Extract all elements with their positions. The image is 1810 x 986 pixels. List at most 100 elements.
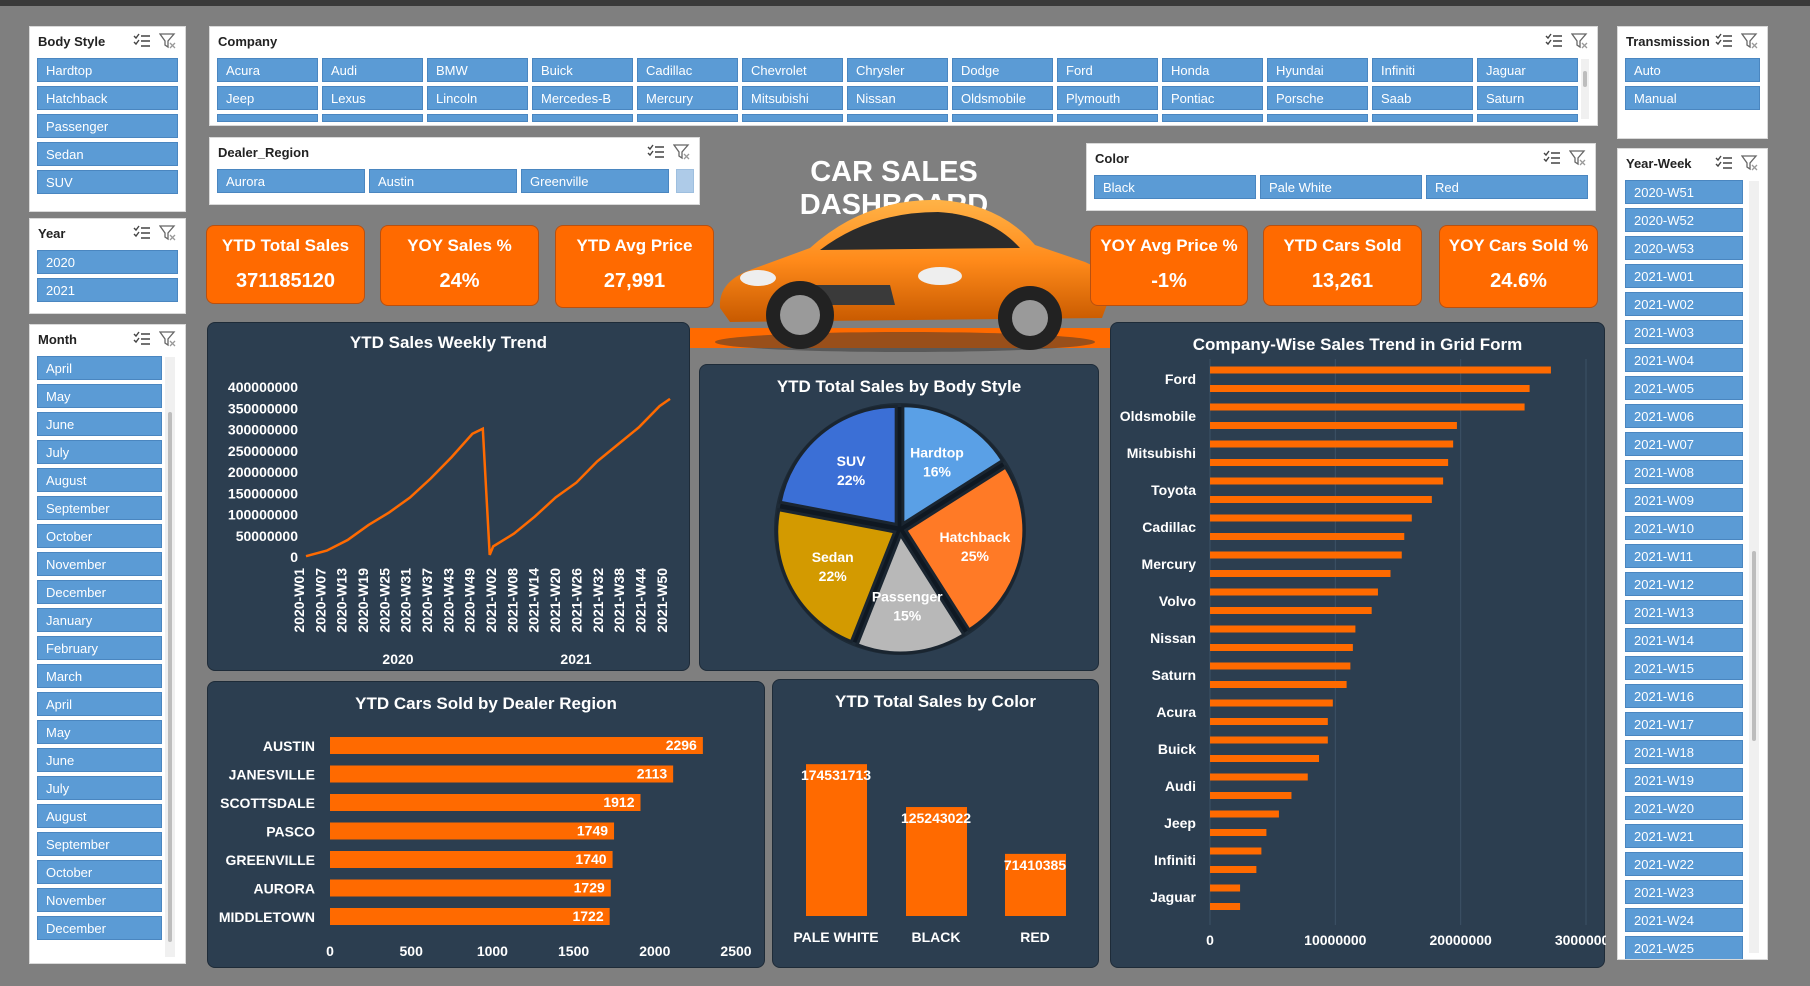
slicer-item-body-style[interactable]: Hardtop [37,58,178,82]
clear-filter-icon[interactable] [158,33,177,49]
slicer-item-company[interactable]: Mitsubishi [742,86,843,110]
slicer-item-partial[interactable] [637,114,738,122]
slicer-item-color[interactable]: Pale White [1260,175,1422,199]
slicer-item-body-style[interactable]: Passenger [37,114,178,138]
slicer-item-year-week[interactable]: 2021-W13 [1625,600,1743,624]
slicer-item-year[interactable]: 2020 [37,250,178,274]
clear-filter-icon[interactable] [158,225,177,241]
multi-select-icon[interactable] [133,33,151,49]
slicer-item-dealer-region[interactable]: Greenville [521,169,669,193]
slicer-item-dealer-region[interactable]: Aurora [217,169,365,193]
slicer-item-month[interactable]: December [37,580,162,604]
slicer-item-year-week[interactable]: 2021-W23 [1625,880,1743,904]
scroll-thumb[interactable] [168,412,172,942]
slicer-item-month[interactable]: September [37,832,162,856]
slicer-item-month[interactable]: June [37,748,162,772]
slicer-item-transmission[interactable]: Manual [1625,86,1760,110]
slicer-item-color[interactable]: Red [1426,175,1588,199]
slicer-scroll-area[interactable] [676,169,694,193]
scroll-thumb[interactable] [1583,71,1587,87]
slicer-item-year-week[interactable]: 2021-W02 [1625,292,1743,316]
clear-filter-icon[interactable] [672,144,691,160]
scroll-thumb[interactable] [1752,551,1756,741]
slicer-item-year-week[interactable]: 2021-W24 [1625,908,1743,932]
slicer-item-partial[interactable] [532,114,633,122]
slicer-item-year-week[interactable]: 2021-W18 [1625,740,1743,764]
slicer-item-month[interactable]: September [37,496,162,520]
slicer-item-dealer-region[interactable]: Austin [369,169,517,193]
slicer-item-year-week[interactable]: 2021-W25 [1625,936,1743,959]
slicer-item-company[interactable]: Nissan [847,86,948,110]
slicer-item-year[interactable]: 2021 [37,278,178,302]
slicer-item-company[interactable]: Mercury [637,86,738,110]
slicer-item-transmission[interactable]: Auto [1625,58,1760,82]
slicer-item-year-week[interactable]: 2021-W06 [1625,404,1743,428]
slicer-item-year-week[interactable]: 2021-W14 [1625,628,1743,652]
multi-select-icon[interactable] [1715,155,1733,171]
clear-filter-icon[interactable] [1740,155,1759,171]
slicer-item-company[interactable]: Saab [1372,86,1473,110]
slicer-item-year-week[interactable]: 2021-W17 [1625,712,1743,736]
clear-filter-icon[interactable] [1568,150,1587,166]
slicer-item-company[interactable]: Chevrolet [742,58,843,82]
slicer-item-year-week[interactable]: 2020-W53 [1625,236,1743,260]
multi-select-icon[interactable] [133,331,151,347]
slicer-item-partial[interactable] [1162,114,1263,122]
slicer-item-partial[interactable] [1057,114,1158,122]
slicer-item-month[interactable]: August [37,468,162,492]
slicer-item-company[interactable]: Jaguar [1477,58,1578,82]
slicer-item-year-week[interactable]: 2021-W03 [1625,320,1743,344]
slicer-item-year-week[interactable]: 2021-W05 [1625,376,1743,400]
slicer-item-year-week[interactable]: 2021-W04 [1625,348,1743,372]
clear-filter-icon[interactable] [1740,33,1759,49]
slicer-item-company[interactable]: Porsche [1267,86,1368,110]
slicer-scrollbar[interactable] [165,357,175,957]
slicer-item-company[interactable]: Mercedes-B [532,86,633,110]
slicer-item-company[interactable]: Lincoln [427,86,528,110]
slicer-item-company[interactable]: Jeep [217,86,318,110]
slicer-item-company[interactable]: Buick [532,58,633,82]
slicer-item-partial[interactable] [1477,114,1578,122]
slicer-item-partial[interactable] [847,114,948,122]
slicer-item-year-week[interactable]: 2021-W09 [1625,488,1743,512]
slicer-item-year-week[interactable]: 2021-W10 [1625,516,1743,540]
slicer-item-year-week[interactable]: 2021-W21 [1625,824,1743,848]
slicer-item-month[interactable]: June [37,412,162,436]
slicer-item-company[interactable]: Plymouth [1057,86,1158,110]
slicer-item-company[interactable]: Acura [217,58,318,82]
clear-filter-icon[interactable] [1570,33,1589,49]
slicer-item-company[interactable]: BMW [427,58,528,82]
multi-select-icon[interactable] [1715,33,1733,49]
slicer-item-company[interactable]: Ford [1057,58,1158,82]
slicer-item-body-style[interactable]: SUV [37,170,178,194]
slicer-item-month[interactable]: July [37,776,162,800]
slicer-item-body-style[interactable]: Hatchback [37,86,178,110]
slicer-item-partial[interactable] [1372,114,1473,122]
slicer-item-month[interactable]: December [37,916,162,940]
clear-filter-icon[interactable] [158,331,177,347]
slicer-scrollbar[interactable] [1749,181,1759,953]
multi-select-icon[interactable] [1543,150,1561,166]
slicer-item-month[interactable]: March [37,664,162,688]
slicer-item-body-style[interactable]: Sedan [37,142,178,166]
slicer-item-partial[interactable] [322,114,423,122]
slicer-item-month[interactable]: April [37,692,162,716]
slicer-item-month[interactable]: November [37,552,162,576]
slicer-item-year-week[interactable]: 2021-W20 [1625,796,1743,820]
slicer-item-year-week[interactable]: 2021-W08 [1625,460,1743,484]
slicer-scrollbar[interactable] [1581,59,1589,119]
slicer-item-company[interactable]: Audi [322,58,423,82]
slicer-item-company[interactable]: Cadillac [637,58,738,82]
slicer-item-year-week[interactable]: 2021-W07 [1625,432,1743,456]
slicer-item-month[interactable]: May [37,384,162,408]
slicer-item-partial[interactable] [742,114,843,122]
multi-select-icon[interactable] [647,144,665,160]
slicer-item-month[interactable]: August [37,804,162,828]
slicer-item-year-week[interactable]: 2021-W15 [1625,656,1743,680]
slicer-item-company[interactable]: Hyundai [1267,58,1368,82]
slicer-item-month[interactable]: November [37,888,162,912]
slicer-item-partial[interactable] [1267,114,1368,122]
slicer-item-company[interactable]: Honda [1162,58,1263,82]
slicer-item-company[interactable]: Lexus [322,86,423,110]
slicer-item-company[interactable]: Chrysler [847,58,948,82]
